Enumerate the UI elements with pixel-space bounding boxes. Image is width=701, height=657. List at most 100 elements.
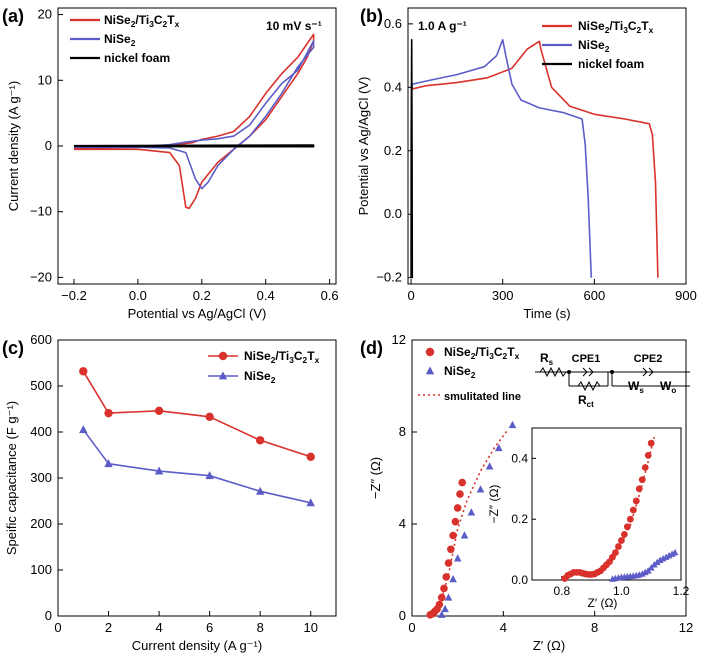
inset-frame <box>531 427 682 581</box>
panel-b-xtick-label: 600 <box>584 288 606 303</box>
data-point <box>460 531 469 539</box>
data-point <box>458 478 467 487</box>
panel-a-ytick-label: 0 <box>45 138 52 153</box>
legend-label: nickel foam <box>104 51 170 65</box>
panel-a-ytick-label: 10 <box>38 72 52 87</box>
inset-data-point <box>671 548 679 556</box>
series-line <box>73 144 315 148</box>
data-point <box>154 406 164 416</box>
panel-b-xlabel: Time (s) <box>523 306 570 321</box>
panel-d-panel: 0 4 8 12 0 4 8 12 Z′ (Ω) −Z″ (Ω) NiSe2/Ti3C2Tx NiSe… <box>368 332 693 653</box>
data-point <box>449 575 457 583</box>
panel-c-ytick-label: 500 <box>30 378 52 393</box>
data-point <box>453 554 462 562</box>
panel-a-xlabel: Potential vs Ag/AgCl (V) <box>128 306 267 321</box>
panel-c-xtick-label: 4 <box>155 620 162 635</box>
inset-data-point <box>629 506 637 514</box>
panel-c-ytick-label: 0 <box>45 608 52 623</box>
inset-xtick-label: 1.0 <box>613 584 630 598</box>
ws-label: Ws <box>628 379 644 395</box>
data-point <box>467 508 476 516</box>
legend-fit-label: smulitated line <box>444 391 521 403</box>
panel-b-xtick-label: 300 <box>492 288 514 303</box>
panel-b-xtick-label: 900 <box>675 288 697 303</box>
equivalent-circuit: Rs CPE1 Rct CPE2 Ws Wo <box>535 351 690 409</box>
panel-d-ytick-label: 8 <box>399 424 406 439</box>
legend-label: NiSe2 <box>244 369 276 385</box>
legend-marker <box>218 371 228 380</box>
panel-d-xtick-label: 12 <box>679 620 693 635</box>
panel-c-ylabel: Speific capacitance (F g⁻¹) <box>4 401 19 555</box>
panel-b-ytick-label: −0.2 <box>376 270 402 285</box>
panel-b-ylabel: Potential vs Ag/AgCl (V) <box>356 77 371 216</box>
data-point <box>104 459 113 468</box>
panel-d-xtick-label: 4 <box>500 620 507 635</box>
panel-a-ytick-label: −20 <box>30 269 52 284</box>
series-line <box>410 38 414 278</box>
legend-marker <box>425 366 435 375</box>
inset-data-point <box>641 464 649 471</box>
panel-b-ytick-label: 0.2 <box>384 143 402 158</box>
panel-a-xtick-label: 0.4 <box>257 288 275 303</box>
data-point <box>255 436 265 445</box>
data-point <box>256 486 265 495</box>
series-line <box>82 429 311 504</box>
data-point <box>449 531 457 540</box>
inset-xtick-label: 0.8 <box>553 584 570 598</box>
data-point <box>79 367 88 376</box>
panel-c-xtick-label: 8 <box>257 620 264 635</box>
panel-label: (b) <box>360 6 383 26</box>
panel-d-xtick-label: 8 <box>591 620 598 635</box>
legend-marker <box>218 351 228 361</box>
panel-b-ytick-label: 0.0 <box>384 206 402 221</box>
cpe2-symbol <box>648 367 654 377</box>
series-line <box>73 40 315 190</box>
panel-a-xtick-label: 0.6 <box>321 288 339 303</box>
panel-a-ytick-label: 20 <box>38 7 52 22</box>
panel-d-ytick-label: 0 <box>399 608 406 623</box>
inset-ytick-label: 0.4 <box>511 451 528 465</box>
resistor-rs-symbol <box>539 366 567 378</box>
panel-c-frame <box>57 339 337 617</box>
current-density-label: 1.0 A g⁻¹ <box>418 19 467 33</box>
panel-c-xtick-label: 2 <box>105 620 112 635</box>
rct-label: Rct <box>578 393 594 409</box>
inset-ytick-label: 0.2 <box>511 512 528 526</box>
data-point <box>205 412 214 422</box>
inset-data-point <box>650 561 658 568</box>
panel-b-ytick-label: 0.6 <box>384 16 402 31</box>
legend-label: NiSe2 <box>444 364 476 380</box>
legend-label: NiSe2/Ti3C2Tx <box>104 13 180 29</box>
data-point <box>441 604 449 613</box>
panel-d-ylabel: −Z″ (Ω) <box>368 457 383 499</box>
data-point <box>306 498 315 507</box>
panel-d-ytick-label: 4 <box>399 516 406 531</box>
panel-c-ytick-label: 100 <box>30 562 52 577</box>
cpe1-symbol <box>582 367 588 377</box>
inset-data-point <box>632 497 640 505</box>
scan-rate-label: 10 mV s⁻¹ <box>266 19 322 33</box>
panel-d-xlabel: Z′ (Ω) <box>533 638 565 653</box>
data-point <box>508 420 517 429</box>
inset-data-point <box>620 531 628 538</box>
data-point <box>79 425 88 434</box>
panel-c-ytick-label: 600 <box>30 332 52 347</box>
panel-a-xtick-label: 0.2 <box>193 288 211 303</box>
data-point <box>154 466 164 475</box>
data-point <box>476 485 485 493</box>
series-line <box>82 370 311 458</box>
series-line <box>410 40 659 278</box>
data-point <box>451 517 460 526</box>
panel-c-xtick-label: 0 <box>54 620 61 635</box>
inset-fit-line <box>561 436 655 581</box>
panel-c-ytick-label: 300 <box>30 470 52 485</box>
cpe1-symbol <box>588 367 594 377</box>
inset-ytick-label: 0.0 <box>511 573 528 587</box>
cpe2-label: CPE2 <box>634 353 663 365</box>
fit-line <box>429 429 509 616</box>
panel-c-xtick-label: 10 <box>303 620 317 635</box>
legend-label: nickel foam <box>578 57 644 71</box>
legend-label: NiSe2 <box>578 38 610 54</box>
panel-b-xtick-label: 0 <box>407 288 414 303</box>
